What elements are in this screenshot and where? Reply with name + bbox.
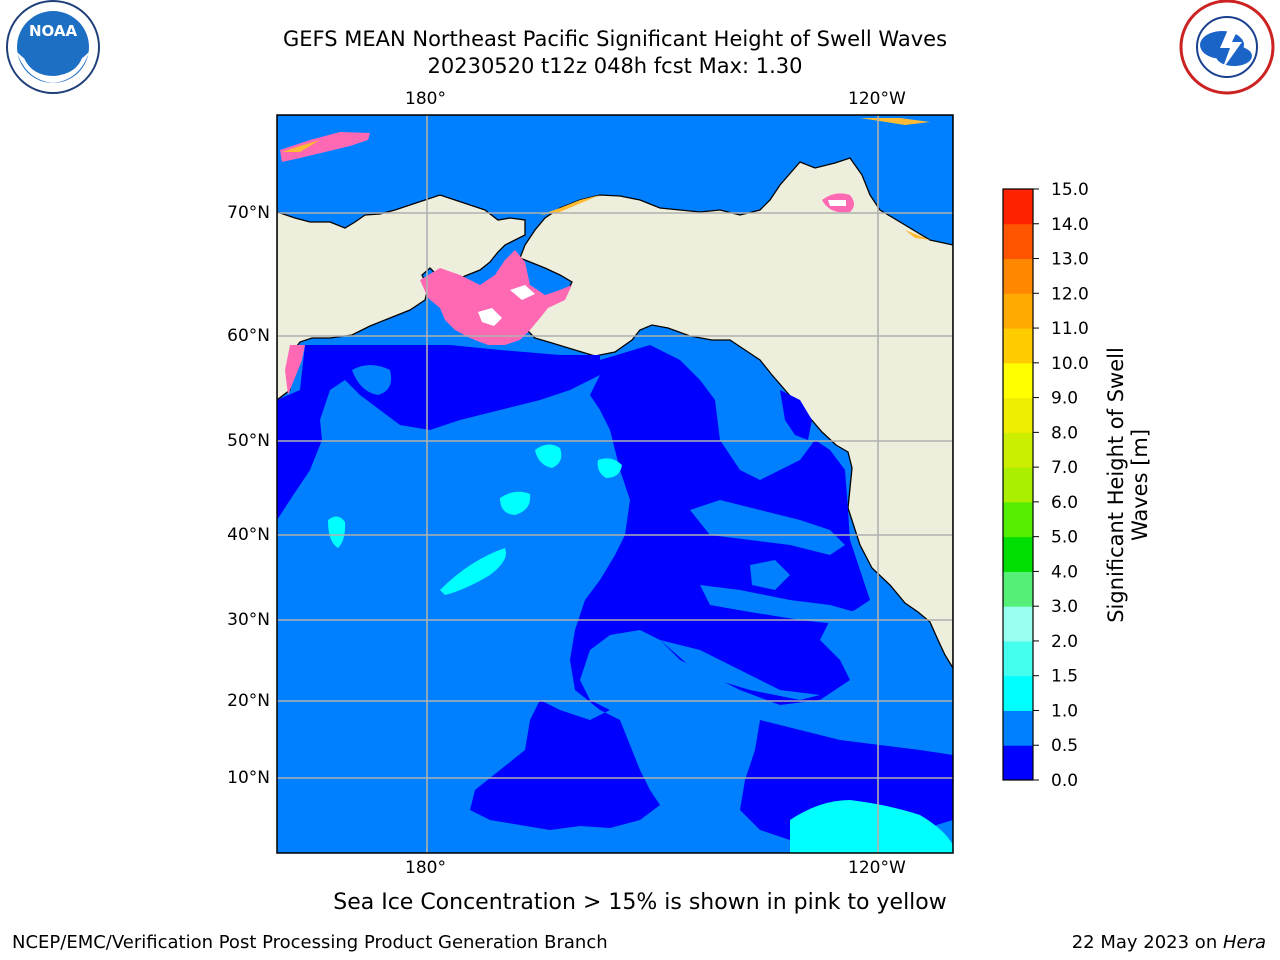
colorbar-cell xyxy=(1003,223,1033,260)
colorbar-tick-label: 1.0 xyxy=(1051,701,1078,721)
map-area xyxy=(277,115,953,853)
svg-text:NOAA: NOAA xyxy=(29,22,78,40)
colorbar-tick-label: 0.0 xyxy=(1051,771,1078,791)
colorbar-tick-label: 2.0 xyxy=(1051,632,1078,652)
colorbar-tick-label: 8.0 xyxy=(1051,423,1078,443)
lat-label-10n: 10°N xyxy=(227,768,270,788)
colorbar-cell xyxy=(1003,606,1033,642)
chart-title: GEFS MEAN Northeast Pacific Significant … xyxy=(282,27,948,51)
lat-label-40n: 40°N xyxy=(227,525,270,545)
lat-label-50n: 50°N xyxy=(227,431,270,451)
colorbar-tick-label: 13.0 xyxy=(1051,250,1089,270)
colorbar-cell xyxy=(1003,432,1033,468)
lon-label-top-180: 180° xyxy=(405,89,446,109)
lat-label-70n: 70°N xyxy=(227,203,270,223)
colorbar-tick-label: 7.0 xyxy=(1051,458,1078,478)
colorbar-cell xyxy=(1003,745,1033,781)
swell-1-1.5 xyxy=(328,444,953,853)
lon-label-bottom-180: 180° xyxy=(405,858,446,878)
colorbar-tick-label: 9.0 xyxy=(1051,389,1078,409)
colorbar-cell xyxy=(1003,397,1033,433)
colorbar-cell xyxy=(1003,362,1033,399)
lat-label-30n: 30°N xyxy=(227,610,270,630)
nws-logo xyxy=(1179,0,1275,95)
map-frame xyxy=(276,114,954,854)
colorbar-tick-label: 10.0 xyxy=(1051,354,1089,374)
colorbar-cell xyxy=(1003,571,1033,607)
gridlines xyxy=(277,115,953,853)
land-siberia xyxy=(277,115,526,401)
lat-label-20n: 20°N xyxy=(227,691,270,711)
colorbar-label-line2: Waves [m] xyxy=(1128,429,1152,541)
colorbar-cell xyxy=(1003,536,1033,572)
colorbar-tick-label: 0.5 xyxy=(1051,736,1078,756)
colorbar: 0.0 0.5 1.0 1.5 2.0 3.0 4.0 5.0 6.0 7.0 8.0 9.0 10.0… xyxy=(1002,180,1089,791)
sea-ice xyxy=(280,132,854,395)
colorbar-cell xyxy=(1003,258,1033,294)
footer-date-text: 22 May 2023 on xyxy=(1071,932,1223,953)
colorbar-tick-label: 5.0 xyxy=(1051,528,1078,548)
colorbar-tick-label: 6.0 xyxy=(1051,493,1078,513)
lon-label-bottom-120w: 120°W xyxy=(848,858,906,878)
footer-host: Hera xyxy=(1222,932,1266,953)
colorbar-cell xyxy=(1003,675,1033,711)
chart-subtitle: 20230520 t12z 048h fcst Max: 1.30 xyxy=(427,54,803,78)
colorbar-tick-label: 12.0 xyxy=(1051,284,1089,304)
colorbar-cell xyxy=(1003,189,1033,225)
noaa-logo: NOAA xyxy=(6,0,100,94)
colorbar-tick-label: 15.0 xyxy=(1051,180,1089,200)
colorbar-cell xyxy=(1003,710,1033,746)
sea-ice-white-holes xyxy=(478,200,846,326)
colorbar-frame xyxy=(1002,188,1034,781)
colorbar-cell xyxy=(1003,467,1033,503)
colorbar-tick-label: 11.0 xyxy=(1051,319,1089,339)
colorbar-cell xyxy=(1003,640,1033,677)
lon-label-top-120w: 120°W xyxy=(848,89,906,109)
colorbar-label: Significant Height of SwellWaves [m] xyxy=(1104,347,1152,623)
colorbar-cell xyxy=(1003,328,1033,364)
footer-credit: NCEP/EMC/Verification Post Processing Pr… xyxy=(12,932,608,953)
colorbar-label-line1: Significant Height of Swell xyxy=(1104,347,1128,623)
colorbar-tick-label: 3.0 xyxy=(1051,597,1078,617)
lat-label-60n: 60°N xyxy=(227,326,270,346)
colorbar-tick-label: 4.0 xyxy=(1051,562,1078,582)
colorbar-cell xyxy=(1003,293,1033,329)
footer-date: 22 May 2023 on Hera xyxy=(1072,932,1266,953)
swell-0.5-1-pockets xyxy=(352,365,855,700)
colorbar-tick-label: 1.5 xyxy=(1051,667,1078,687)
sea-ice-caption: Sea Ice Concentration > 15% is shown in … xyxy=(333,890,947,915)
colorbar-cell xyxy=(1003,501,1033,538)
colorbar-tick-label: 14.0 xyxy=(1051,215,1089,235)
